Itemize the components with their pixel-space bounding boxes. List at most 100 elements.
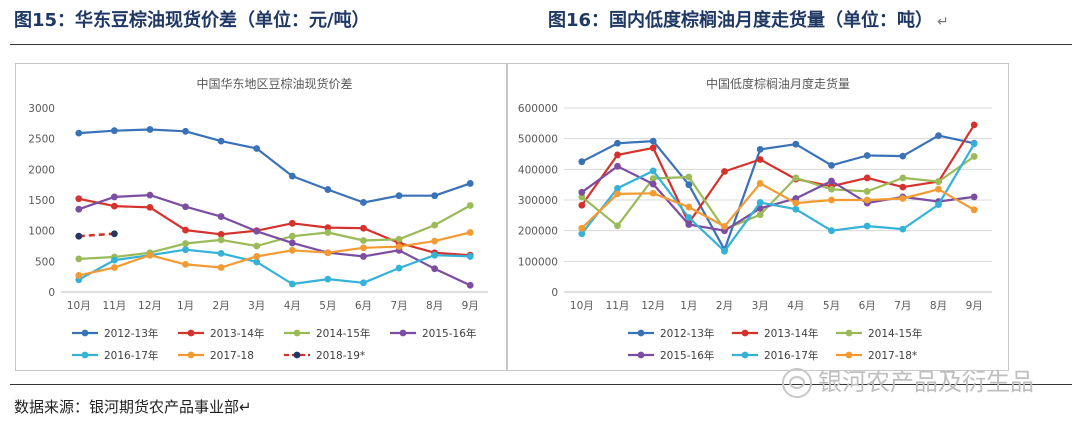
data-point [792, 199, 800, 207]
data-point [110, 264, 118, 271]
data-point [970, 193, 978, 201]
data-point [217, 249, 225, 257]
data-point [828, 196, 835, 204]
data-point [578, 201, 586, 209]
legend-marker [187, 351, 195, 359]
data-point [649, 167, 657, 175]
legend-label: 2015-16年 [660, 349, 714, 362]
data-point [863, 188, 871, 195]
data-point [466, 253, 474, 260]
series-line [78, 194, 471, 287]
data-point [649, 137, 657, 145]
data-point [614, 190, 621, 198]
series-line [78, 204, 471, 260]
data-point [217, 264, 225, 271]
x-tick-label: 7月 [390, 300, 407, 312]
legend-label: 2013-14年 [764, 327, 818, 340]
data-point [935, 132, 942, 139]
x-tick-label: 11月 [102, 300, 126, 312]
data-point [935, 178, 942, 185]
data-point [899, 174, 907, 182]
data-point [324, 186, 332, 193]
watermark-text: 银河农产品及衍生品 [818, 368, 1034, 396]
y-tick-label: 2000 [28, 164, 55, 176]
data-point [182, 261, 189, 268]
data-point [828, 185, 835, 193]
data-point [756, 199, 764, 206]
data-point [685, 173, 693, 181]
data-point [182, 226, 189, 234]
data-point [721, 222, 728, 230]
legend-marker [293, 329, 301, 337]
data-point [685, 221, 693, 228]
data-point [217, 213, 225, 220]
data-point [614, 222, 621, 230]
data-point [288, 232, 296, 240]
data-point [288, 219, 296, 227]
data-point [614, 151, 621, 159]
data-point [466, 180, 474, 187]
data-point [324, 229, 332, 236]
data-point [614, 184, 621, 192]
x-tick-label: 10月 [67, 300, 91, 312]
data-point [614, 162, 621, 170]
series-line [78, 128, 471, 204]
y-tick-label: 100000 [518, 256, 558, 268]
data-point [466, 229, 474, 236]
x-tick-label: 12月 [641, 300, 665, 312]
data-point [360, 253, 367, 260]
data-point [253, 145, 261, 152]
legend-marker [845, 329, 853, 337]
data-point [110, 202, 118, 210]
y-tick-label: 3000 [28, 103, 55, 115]
legend-marker [741, 329, 749, 337]
data-point [288, 239, 296, 247]
data-point [756, 180, 764, 187]
legend-marker [293, 351, 301, 359]
data-point [649, 144, 657, 152]
x-tick-label: 4月 [787, 300, 804, 312]
data-point [217, 230, 225, 238]
legend-marker [741, 351, 749, 359]
data-point [253, 258, 261, 266]
legend-label: 2012-13年 [660, 327, 714, 340]
data-point [466, 202, 474, 209]
legend-marker [81, 329, 89, 337]
data-point [863, 174, 871, 182]
x-tick-label: 12月 [138, 300, 162, 312]
legend-marker [399, 329, 407, 337]
legend-label: 2012-13年 [104, 327, 158, 340]
figure-16-title: 图16：国内低度棕榈油月度走货量（单位：吨） ↵ [548, 10, 949, 31]
data-point [792, 140, 800, 148]
data-point [146, 126, 154, 133]
data-point [431, 265, 439, 273]
wechat-icon [782, 368, 812, 398]
data-point [253, 227, 261, 235]
data-point [863, 196, 871, 204]
data-point [253, 242, 261, 250]
legend-label: 2013-14年 [210, 327, 264, 340]
data-point [685, 203, 693, 211]
data-point [146, 203, 154, 211]
y-tick-label: 200000 [518, 226, 558, 238]
chart-spread-svg: 中国华东地区豆棕油现货价差 0 500 1000 1500 2000 2500 3000 10月… [28, 76, 488, 362]
data-point [360, 224, 367, 232]
legend-marker [187, 329, 195, 337]
x-tick-label: 5月 [319, 300, 336, 312]
y-tick-label: 1000 [28, 226, 55, 238]
data-point [75, 129, 83, 137]
chart-title: 中国华东地区豆棕油现货价差 [196, 76, 352, 91]
series-line [78, 232, 115, 238]
data-point [828, 161, 835, 169]
chart-panel-spread: 中国华东地区豆棕油现货价差 0 500 1000 1500 2000 2500 3000 10月… [15, 63, 507, 371]
data-point [75, 195, 83, 203]
data-point [360, 244, 367, 252]
data-point [324, 249, 332, 257]
data-point [935, 201, 942, 209]
data-point [395, 243, 403, 251]
data-point [182, 203, 189, 211]
data-point [935, 185, 942, 193]
series-line [78, 231, 471, 277]
legend-label: 2014-15年 [868, 327, 922, 340]
data-point [614, 139, 621, 147]
